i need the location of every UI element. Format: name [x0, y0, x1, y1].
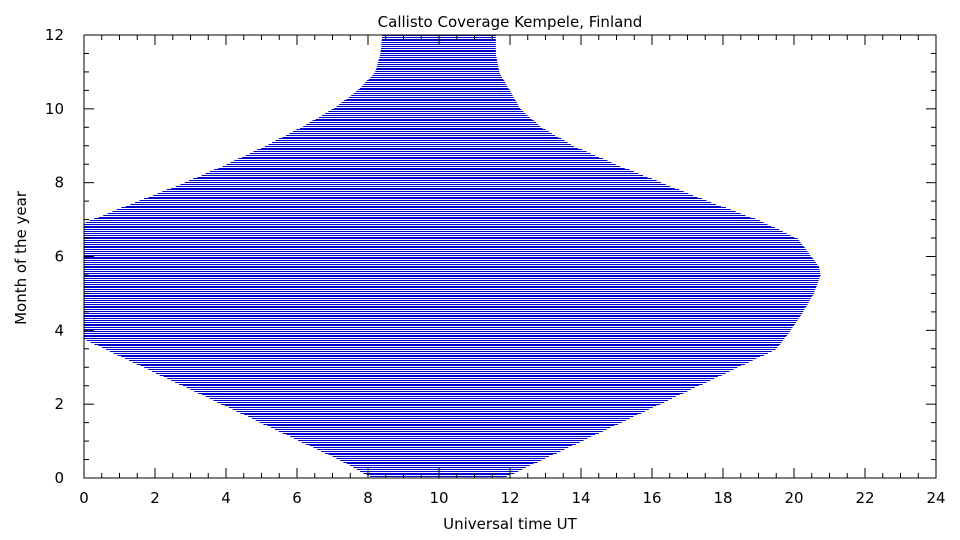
y-axis-label: Month of the year: [12, 190, 30, 325]
y-tick-label: 8: [54, 174, 64, 192]
chart-title: Callisto Coverage Kempele, Finland: [378, 13, 643, 31]
x-tick-label: 0: [79, 489, 89, 507]
x-tick-label: 10: [429, 489, 448, 507]
coverage-fill: [84, 35, 821, 477]
y-tick-label: 0: [54, 469, 64, 487]
x-tick-label: 8: [363, 489, 373, 507]
x-tick-label: 2: [150, 489, 160, 507]
x-tick-label: 4: [221, 489, 231, 507]
x-tick-label: 20: [784, 489, 803, 507]
y-tick-label: 6: [54, 248, 64, 266]
y-tick-label: 2: [54, 395, 64, 413]
y-tick-label: 10: [45, 100, 64, 118]
x-axis-label: Universal time UT: [443, 515, 578, 533]
x-tick-labels: 0 2 4 6 8 10 12 14 16 18 20 22 24: [79, 489, 945, 507]
x-tick-label: 18: [713, 489, 732, 507]
y-tick-labels: 0 2 4 6 8 10 12: [45, 26, 64, 487]
x-tick-label: 6: [292, 489, 302, 507]
x-tick-label: 12: [500, 489, 519, 507]
y-tick-label: 12: [45, 26, 64, 44]
axis-ticks: [83, 34, 937, 479]
y-tick-label: 4: [54, 321, 64, 339]
x-tick-label: 22: [855, 489, 874, 507]
x-tick-label: 14: [571, 489, 590, 507]
x-tick-label: 16: [642, 489, 661, 507]
x-tick-label: 24: [926, 489, 945, 507]
